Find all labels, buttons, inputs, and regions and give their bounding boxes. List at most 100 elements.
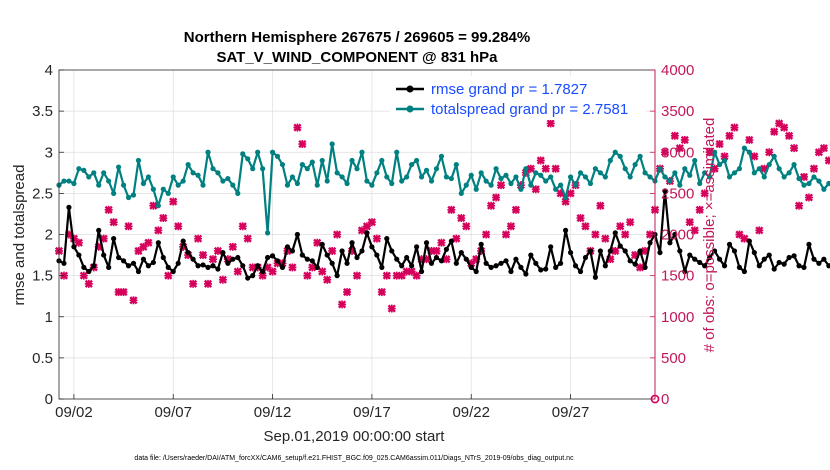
rmse-point	[304, 256, 310, 262]
rmse-point	[577, 268, 584, 275]
rmse-point	[761, 256, 767, 262]
totalspread-point	[304, 166, 310, 172]
totalspread-point	[563, 194, 569, 201]
rmse-point	[324, 252, 330, 258]
rmse-point	[255, 263, 261, 269]
rmse-point	[91, 263, 97, 269]
obs-assimilated-marker	[447, 205, 456, 214]
obs-assimilated-marker	[452, 234, 461, 243]
totalspread-point	[538, 172, 544, 178]
rmse-point	[240, 263, 246, 269]
obs-assimilated-marker	[377, 288, 386, 297]
totalspread-point	[160, 186, 166, 192]
totalspread-point	[647, 174, 653, 180]
obs-assimilated-marker	[154, 226, 163, 235]
obs-assimilated-marker	[780, 123, 789, 132]
totalspread-point	[220, 178, 226, 184]
obs-assimilated-marker	[442, 255, 451, 264]
totalspread-point	[756, 166, 762, 172]
totalspread-point	[776, 166, 782, 172]
rmse-point	[721, 263, 728, 269]
obs-assimilated-marker	[799, 172, 809, 181]
totalspread-point	[66, 178, 72, 184]
rmse-point	[811, 256, 817, 262]
totalspread-point	[414, 157, 420, 164]
rmse-point	[702, 263, 708, 269]
totalspread-point	[309, 159, 315, 165]
obs-assimilated-marker	[432, 246, 441, 255]
totalspread-point	[409, 161, 415, 168]
totalspread-point	[458, 190, 464, 196]
totalspread-point	[274, 153, 281, 159]
totalspread-point	[726, 174, 733, 180]
rmse-point	[329, 260, 335, 266]
totalspread-point	[816, 178, 822, 184]
obs-assimilated-marker	[581, 222, 590, 231]
rmse-point	[294, 231, 300, 238]
obs-assimilated-marker	[511, 205, 520, 214]
rmse-point	[458, 249, 464, 256]
rmse-point	[106, 264, 112, 270]
rmse-point	[692, 256, 698, 262]
obs-assimilated-marker	[124, 222, 133, 231]
obs-assimilated-marker	[506, 222, 516, 231]
obs-assimilated-marker	[616, 222, 625, 231]
obs-assimilated-marker	[621, 230, 630, 239]
tick-layer: 0 0 0.5 500 1 1000 1.5 1500 2 2000 2.5 2500 3 3000 3.5…	[32, 62, 694, 421]
totalspread-point	[543, 178, 549, 184]
obs-assimilated-marker	[303, 271, 312, 280]
totalspread-point	[116, 164, 122, 170]
obs-assimilated-marker	[492, 193, 501, 202]
totalspread-point	[766, 161, 772, 168]
rmse-point	[478, 241, 484, 247]
rmse-point	[265, 254, 271, 261]
totalspread-point	[677, 182, 683, 188]
totalspread-point	[81, 167, 87, 173]
totalspread-point	[712, 149, 718, 155]
legend-rmse-marker	[406, 85, 414, 93]
y-tick-label-right: 500	[661, 350, 686, 367]
rmse-point	[697, 259, 703, 266]
rmse-point	[120, 258, 127, 264]
totalspread-point	[210, 166, 216, 172]
obs-assimilated-marker	[352, 271, 362, 280]
obs-assimilated-marker	[372, 234, 381, 243]
totalspread-point	[140, 180, 147, 187]
totalspread-point	[657, 166, 663, 172]
rmse-point	[776, 259, 782, 266]
y-axis-left-label: rmse and totalspread	[11, 165, 28, 306]
rmse-point	[76, 252, 82, 258]
rmse-point	[801, 264, 807, 270]
obs-assimilated-marker	[338, 300, 347, 309]
totalspread-point	[195, 172, 201, 178]
totalspread-point	[71, 180, 77, 187]
totalspread-point	[215, 170, 221, 176]
totalspread-point	[597, 170, 603, 176]
totalspread-point	[279, 161, 286, 168]
rmse-point	[468, 264, 474, 270]
rmse-point	[548, 244, 554, 250]
obs-assimilated-marker	[213, 246, 222, 255]
rmse-point	[473, 268, 479, 275]
obs-assimilated-marker	[750, 152, 759, 161]
obs-assimilated-marker	[203, 279, 213, 288]
obs-assimilated-marker	[437, 238, 446, 247]
totalspread-point	[731, 170, 738, 176]
totalspread-point	[533, 170, 539, 176]
rmse-point	[409, 263, 415, 269]
rmse-point	[200, 262, 206, 268]
obs-assimilated-marker	[268, 267, 277, 276]
totalspread-point	[572, 182, 579, 188]
totalspread-point	[438, 153, 445, 159]
obs-assimilated-marker	[174, 222, 183, 231]
totalspread-point	[76, 166, 82, 172]
obs-assimilated-marker	[109, 218, 118, 227]
obs-assimilated-marker	[531, 185, 540, 194]
obs-assimilated-marker	[328, 246, 337, 255]
rmse-point	[399, 263, 405, 269]
rmse-point	[647, 240, 653, 246]
totalspread-point	[478, 170, 484, 176]
rmse-point	[433, 254, 440, 261]
rmse-point	[572, 263, 579, 269]
